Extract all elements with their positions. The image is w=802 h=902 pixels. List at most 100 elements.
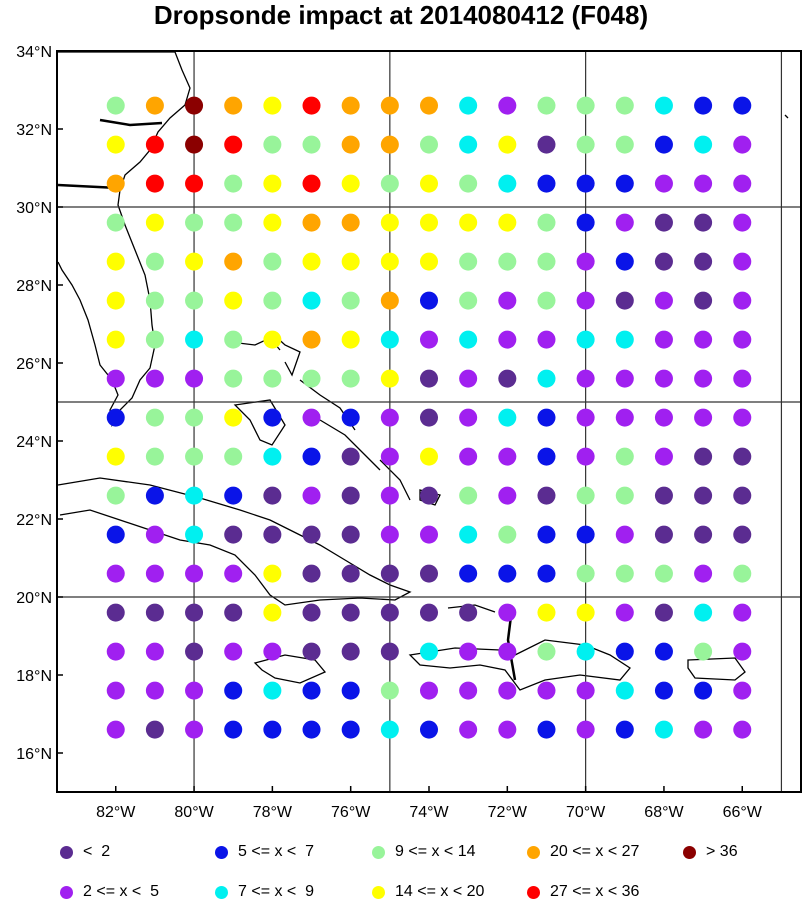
page-title: Dropsonde impact at 2014080412 (F048) [153, 0, 649, 30]
dropsonde-point [185, 720, 204, 739]
dropsonde-point [615, 291, 634, 310]
legend-label: 14 <= x < 20 [395, 883, 485, 900]
y-tick-label: 32°N [16, 122, 52, 139]
dropsonde-point [733, 603, 752, 622]
legend-label: 27 <= x < 36 [550, 883, 640, 900]
dropsonde-point [145, 486, 164, 505]
dropsonde-point [537, 720, 556, 739]
dropsonde-point [615, 681, 634, 700]
dropsonde-point [106, 135, 125, 154]
dropsonde-point [380, 330, 399, 349]
y-tick-label: 34°N [16, 44, 52, 61]
dropsonde-point [733, 252, 752, 271]
dropsonde-point [654, 720, 673, 739]
dropsonde-point [380, 96, 399, 115]
dropsonde-point [263, 174, 282, 193]
dropsonde-point [420, 330, 438, 349]
dropsonde-point [537, 135, 556, 154]
dropsonde-point [537, 642, 556, 661]
dropsonde-point [106, 681, 125, 700]
dropsonde-point [615, 447, 634, 466]
dropsonde-point [498, 252, 517, 271]
dropsonde-point [185, 252, 204, 271]
bahamas-andros [233, 399, 286, 446]
dropsonde-point [380, 447, 399, 466]
y-tick-label: 20°N [16, 590, 52, 607]
dropsonde-point [615, 642, 634, 661]
dropsonde-point [106, 252, 125, 271]
dropsonde-point [694, 369, 713, 388]
dropsonde-point [733, 330, 752, 349]
legend-label: 2 <= x < 5 [83, 883, 160, 900]
dropsonde-point [459, 564, 478, 583]
dropsonde-point [302, 681, 321, 700]
dropsonde-point [341, 486, 360, 505]
legend-item: 9 <= x < 14 [372, 842, 476, 862]
legend-item: 27 <= x < 36 [527, 882, 639, 902]
legend-label: < 2 [83, 843, 111, 860]
dropsonde-point [106, 603, 125, 622]
dropsonde-point [302, 603, 321, 622]
dropsonde-point [224, 252, 243, 271]
dropsonde-point [733, 564, 752, 583]
dropsonde-point [537, 681, 556, 700]
x-tick-label: 82°W [96, 804, 136, 821]
dropsonde-point [145, 564, 164, 583]
dropsonde-point [498, 681, 517, 700]
dropsonde-point [654, 96, 673, 115]
dropsonde-point [145, 720, 164, 739]
dropsonde-point [106, 213, 125, 232]
dropsonde-point [224, 135, 243, 154]
dropsonde-point [537, 564, 556, 583]
dropsonde-point [537, 213, 556, 232]
dropsonde-point [341, 525, 360, 544]
dropsonde-point [459, 135, 478, 154]
dropsonde-point [615, 252, 634, 271]
dropsonde-point [420, 135, 438, 154]
dropsonde-point [380, 486, 399, 505]
dropsonde-point [185, 330, 204, 349]
y-tick-label: 28°N [16, 278, 52, 295]
dropsonde-point [694, 720, 713, 739]
dropsonde-point [341, 564, 360, 583]
dropsonde-point [106, 447, 125, 466]
dropsonde-point [380, 603, 399, 622]
dropsonde-point [380, 135, 399, 154]
dropsonde-point [263, 291, 282, 310]
dropsonde-point [106, 369, 125, 388]
dropsonde-point [654, 174, 673, 193]
dropsonde-point [185, 681, 204, 700]
dropsonde-point [106, 330, 125, 349]
dropsonde-point [224, 681, 243, 700]
y-tick-label: 22°N [16, 512, 52, 529]
dropsonde-point [459, 525, 478, 544]
dropsonde-point [537, 369, 556, 388]
dropsonde-point [302, 642, 321, 661]
dropsonde-point [341, 213, 360, 232]
dropsonde-point [615, 96, 634, 115]
dropsonde-point [576, 681, 595, 700]
dropsonde-point [615, 486, 634, 505]
dropsonde-point [537, 408, 556, 427]
dropsonde-point [302, 525, 321, 544]
legend-swatch [215, 845, 228, 859]
dropsonde-point [341, 252, 360, 271]
dropsonde-point [341, 174, 360, 193]
dropsonde-point [576, 525, 595, 544]
dropsonde-point [498, 408, 517, 427]
dropsonde-point [498, 330, 517, 349]
dropsonde-point [263, 720, 282, 739]
dropsonde-point [537, 330, 556, 349]
dropsonde-point [380, 369, 399, 388]
dropsonde-point [145, 642, 164, 661]
dropsonde-point [224, 447, 243, 466]
dropsonde-point [302, 720, 321, 739]
dropsonde-point [654, 213, 673, 232]
dropsonde-point [733, 408, 752, 427]
dropsonde-point [263, 603, 282, 622]
dropsonde-point [459, 408, 478, 427]
dropsonde-point [694, 447, 713, 466]
dropsonde-point [576, 369, 595, 388]
dropsonde-point [341, 720, 360, 739]
state-border-ga-fl [99, 118, 163, 127]
